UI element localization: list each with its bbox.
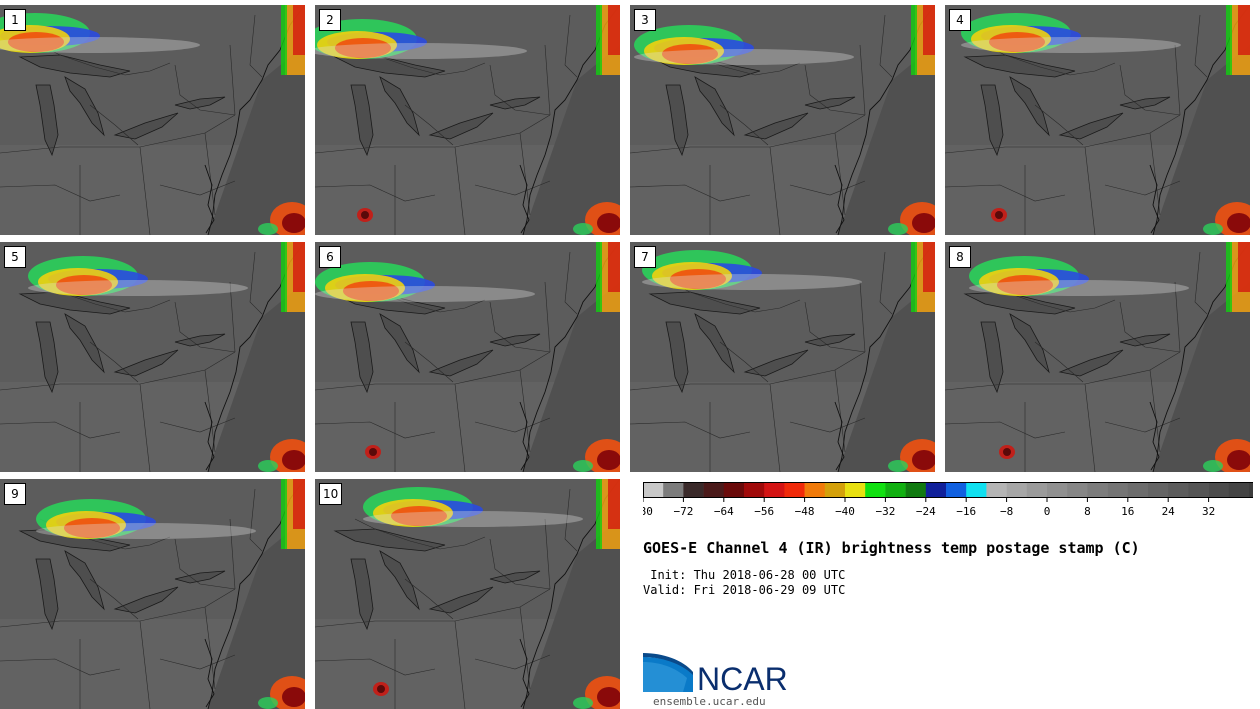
map-panel-3: 3 [630,5,935,235]
map-panel-1: 1 [0,5,305,235]
colorbar-swatch [1249,482,1253,498]
map-panel-6: 6 [315,242,620,472]
map-panel-8: 8 [945,242,1250,472]
map-panel-5: 5 [0,242,305,472]
colorbar-swatch [865,482,886,498]
member-label: 6 [319,246,341,268]
colorbar-tick-label: −64 [714,505,734,518]
colorbar-tick-label: −56 [754,505,774,518]
map-panel-7: 7 [630,242,935,472]
colorbar-tick-label: −80 [643,505,653,518]
colorbar-swatch [683,482,704,498]
colorbar-swatch [723,482,745,498]
colorbar-swatch [905,482,927,498]
init-time: Init: Thu 2018-06-28 00 UTC [643,568,846,582]
map-panel-9: 9 [0,479,305,709]
ncar-logo: NCAR [643,653,788,696]
colorbar-swatch [885,482,906,498]
colorbar-swatch [824,482,846,498]
cloud-features [36,479,305,709]
satellite-map [315,5,620,235]
member-label: 5 [4,246,26,268]
colorbar-swatch [784,482,805,498]
colorbar-swatch [966,482,987,498]
member-label: 9 [4,483,26,505]
website-url: ensemble.ucar.edu [653,695,766,708]
cloud-features [0,5,305,235]
colorbar-swatch [925,482,947,498]
member-label: 8 [949,246,971,268]
colorbar-swatch [845,482,866,498]
colorbar-swatch [764,482,785,498]
colorbar-swatch [1168,482,1189,498]
logo-wordmark: NCAR [697,661,788,696]
member-label: 1 [4,9,26,31]
colorbar-tick-label: 0 [1044,505,1051,518]
member-label: 4 [949,9,971,31]
cloud-features [969,242,1250,472]
colorbar-tick-label: −24 [916,505,936,518]
satellite-map [630,5,935,235]
satellite-map [945,5,1250,235]
satellite-map [0,479,305,709]
member-label: 7 [634,246,656,268]
figure-title: GOES-E Channel 4 (IR) brightness temp po… [643,539,1140,557]
member-label: 3 [634,9,656,31]
satellite-map [945,242,1250,472]
colorbar-swatch [703,482,725,498]
colorbar-tick-label: 24 [1162,505,1176,518]
colorbar-swatch [1067,482,1088,498]
map-panel-10: 10 [315,479,620,709]
colorbar-tick-label: −72 [673,505,693,518]
cloud-features [642,242,935,472]
colorbar-swatch [1188,482,1209,498]
colorbar-tick-label: −8 [1000,505,1013,518]
colorbar-swatch [643,482,664,498]
colorbar-swatch [1228,482,1250,498]
member-label: 2 [319,9,341,31]
colorbar-swatch [744,482,765,498]
colorbar-swatch [1148,482,1169,498]
cloud-features [961,5,1250,235]
map-panel-2: 2 [315,5,620,235]
valid-time: Valid: Fri 2018-06-29 09 UTC [643,583,846,597]
satellite-map [630,242,935,472]
colorbar-swatch [1087,482,1108,498]
cloud-features [634,5,935,235]
colorbar-swatch [1006,482,1028,498]
cloud-features [363,479,620,709]
colorbar-swatch [1047,482,1068,498]
satellite-map [0,5,305,235]
colorbar-tick-label: −48 [795,505,815,518]
map-panel-4: 4 [945,5,1250,235]
member-label: 10 [319,483,343,505]
cloud-features [315,242,620,472]
colorbar-swatch [986,482,1007,498]
colorbar-tick-label: −16 [956,505,976,518]
colorbar-tick-label: 32 [1202,505,1215,518]
satellite-map [315,479,620,709]
colorbar-swatch [1127,482,1149,498]
colorbar-tick-label: 16 [1121,505,1134,518]
satellite-map [315,242,620,472]
colorbar-swatch [946,482,967,498]
cloud-features [28,242,305,472]
colorbar-tick-label: −32 [875,505,895,518]
colorbar-swatch [1107,482,1129,498]
colorbar-swatch [804,482,826,498]
colorbar-swatch [1026,482,1048,498]
colorbar-tick-label: 8 [1084,505,1091,518]
colorbar-swatch [1208,482,1230,498]
satellite-map [0,242,305,472]
colorbar-tick-label: −40 [835,505,855,518]
colorbar-swatch [663,482,684,498]
